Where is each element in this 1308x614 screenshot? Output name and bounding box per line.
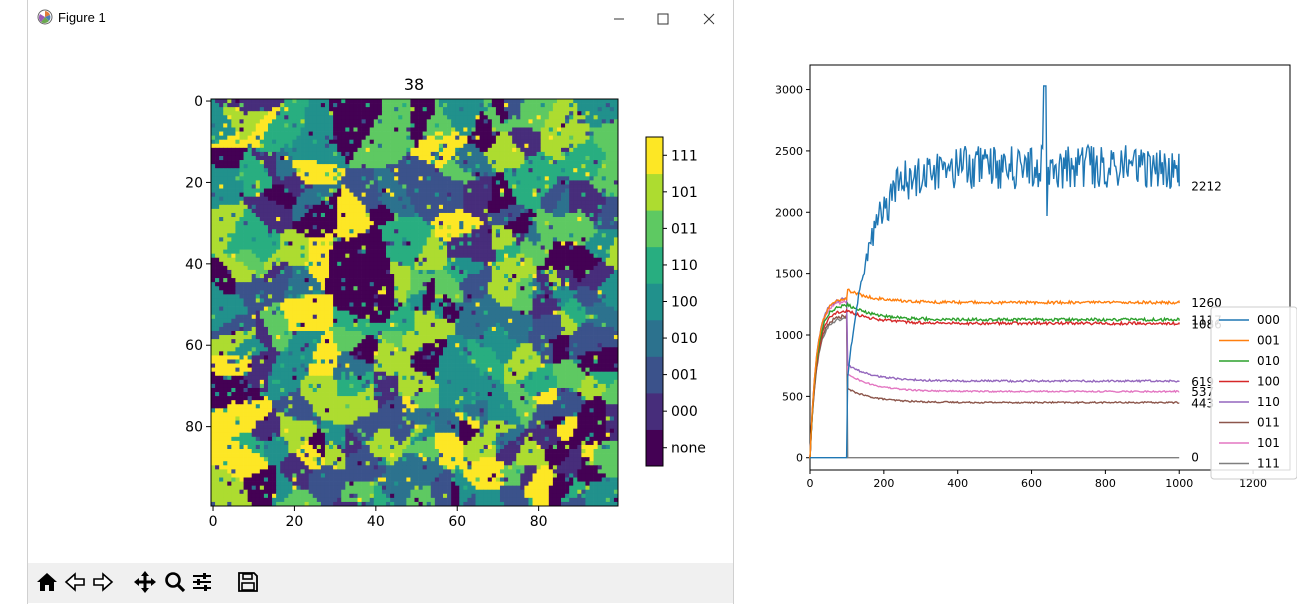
colorbar-label: 000 (671, 404, 698, 420)
y-tick-label: 2000 (775, 206, 803, 219)
y-tick-label: 20 (185, 175, 203, 191)
end-label: 443 (1191, 396, 1214, 410)
legend-label: 100 (1257, 375, 1280, 389)
heatmap-axes: 0 20 40 60 80 0 20 40 60 80 (185, 94, 547, 530)
maximize-button[interactable] (640, 0, 686, 38)
x-tick-label: 1000 (1165, 477, 1193, 490)
maximize-icon (657, 13, 669, 25)
close-button[interactable] (686, 0, 732, 38)
zoom-icon (165, 572, 186, 593)
colorbar-label: none (671, 441, 706, 457)
close-icon (703, 13, 715, 25)
heatmap-frame (210, 98, 619, 507)
series-line-001 (809, 288, 1180, 459)
y-tick-label: 0 (796, 452, 803, 465)
series-line-000 (810, 85, 1180, 459)
legend-label: 111 (1257, 457, 1280, 471)
navigation-toolbar (28, 563, 733, 603)
x-tick-label: 40 (367, 514, 385, 530)
series-line-111 (809, 317, 1180, 459)
end-label: 537 (1191, 385, 1214, 399)
x-tick-label: 400 (947, 477, 968, 490)
configure-subplots-icon (193, 573, 211, 591)
back-icon (64, 572, 85, 592)
x-tick-label: 200 (873, 477, 894, 490)
heatmap-image[interactable] (211, 99, 619, 507)
back-button[interactable] (61, 567, 89, 597)
window-title: Figure 1 (58, 10, 106, 25)
x-tick-label: 0 (807, 477, 814, 490)
save-icon (238, 572, 258, 592)
x-tick-label: 800 (1095, 477, 1116, 490)
y-tick-label: 80 (185, 420, 203, 436)
forward-icon (93, 572, 114, 592)
colorbar-segment (646, 210, 663, 248)
series-line-110 (809, 297, 1180, 459)
heatmap-figure[interactable]: 38 0 20 40 60 80 0 20 40 60 80 none 000 001 010 100 11… (28, 38, 733, 563)
configure-subplots-button[interactable] (188, 567, 216, 597)
x-tick-label: 1200 (1239, 477, 1267, 490)
colorbar-label: 100 (671, 295, 698, 311)
save-button[interactable] (234, 567, 262, 597)
colorbar-label: 111 (671, 148, 698, 164)
colorbar-segment (646, 429, 663, 467)
x-tick-label: 80 (530, 514, 548, 530)
y-tick-label: 40 (185, 257, 203, 273)
zoom-button[interactable] (161, 567, 189, 597)
matplotlib-icon (37, 9, 53, 29)
y-tick-label: 0 (194, 94, 203, 110)
minimize-icon (614, 18, 624, 20)
title-bar[interactable]: Figure 1 (28, 0, 733, 38)
end-label: 2212 (1191, 179, 1222, 193)
colorbar-segment (646, 356, 663, 394)
line-chart-legend: 000 001 010 100 110 011 101 111 (1210, 306, 1297, 480)
heatmap-title: 38 (404, 75, 424, 94)
end-label: 0 (1191, 451, 1199, 465)
series-line-101 (809, 299, 1180, 459)
pan-icon (134, 571, 156, 593)
y-tick-label: 500 (782, 390, 803, 403)
x-tick-label: 20 (286, 514, 304, 530)
x-tick-label: 600 (1021, 477, 1042, 490)
line-chart-axes: 0 200 400 600 800 1000 12000500100015002000250… (775, 64, 1291, 490)
series-line-100 (809, 308, 1180, 459)
line-chart[interactable]: 0 200 400 600 800 1000 12000500100015002000250… (737, 60, 1297, 514)
colorbar-segment (646, 319, 663, 357)
y-tick-label: 60 (185, 338, 203, 354)
pan-button[interactable] (131, 567, 159, 597)
y-tick-label: 3000 (775, 84, 803, 97)
series-line-011 (809, 313, 1180, 459)
colorbar-segment (646, 392, 663, 430)
legend-label: 001 (1257, 334, 1280, 348)
colorbar-segment (646, 173, 663, 211)
x-tick-label: 0 (209, 514, 218, 530)
colorbar-label: 011 (671, 221, 698, 237)
minimize-button[interactable] (596, 0, 642, 38)
colorbar-segment (646, 283, 663, 321)
legend-label: 110 (1257, 395, 1280, 409)
forward-button[interactable] (89, 567, 117, 597)
y-tick-label: 2500 (775, 145, 803, 158)
legend-label: 000 (1257, 313, 1280, 327)
home-icon (37, 573, 57, 591)
colorbar-segment (646, 246, 663, 284)
legend-label: 011 (1257, 416, 1280, 430)
colorbar-label: 001 (671, 368, 698, 384)
line-chart-series (809, 85, 1180, 459)
colorbar-label: 101 (671, 185, 698, 201)
home-button[interactable] (33, 567, 61, 597)
x-tick-label: 60 (448, 514, 466, 530)
colorbar-segment (646, 137, 663, 175)
legend-box (1210, 306, 1297, 480)
colorbar-label: 110 (671, 258, 698, 274)
legend-label: 101 (1257, 436, 1280, 450)
legend-label: 010 (1257, 354, 1280, 368)
colorbar-label: 010 (671, 331, 698, 347)
y-tick-label: 1000 (775, 329, 803, 342)
end-label: 619 (1191, 375, 1214, 389)
series-line-010 (809, 301, 1180, 459)
figure-window: Figure 1 38 0 20 40 60 80 0 20 40 60 80 none 000 00… (27, 0, 734, 604)
y-tick-label: 1500 (775, 268, 803, 281)
colorbar: none 000 001 010 100 110 011 101 111 (645, 136, 706, 467)
